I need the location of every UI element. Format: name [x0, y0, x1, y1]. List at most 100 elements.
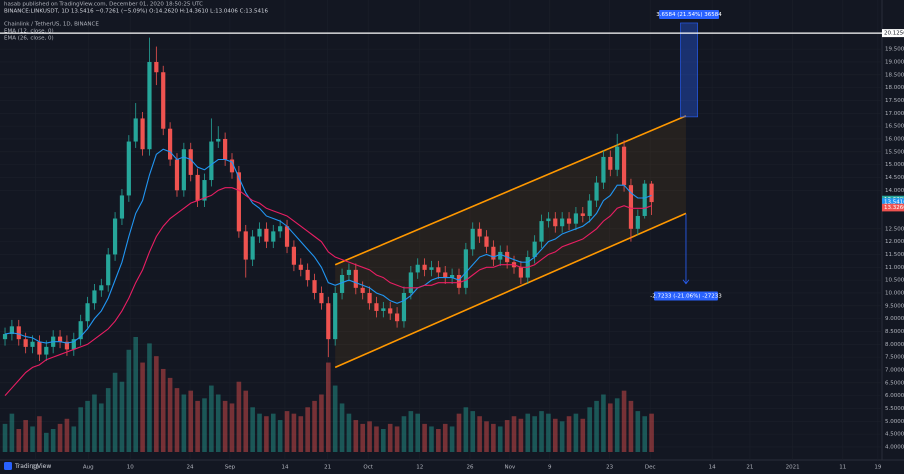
volume-bar	[229, 403, 235, 452]
y-tick-label: 8.5000	[885, 329, 904, 335]
price-label: 13.3260	[884, 205, 904, 211]
candle-body	[2, 334, 8, 340]
x-tick-label: 9	[548, 465, 552, 471]
candle-body	[477, 228, 482, 237]
candle-body	[154, 61, 159, 73]
candle-body	[628, 185, 634, 229]
candle-body	[367, 292, 372, 304]
candle-body	[85, 303, 90, 322]
y-tick-label: 17.5000	[885, 98, 904, 104]
volume-bar	[174, 388, 180, 452]
x-tick-label: Dec	[645, 465, 656, 471]
candle-body	[443, 272, 448, 278]
x-tick-label: 26	[466, 465, 473, 471]
y-tick-label: 4.0000	[885, 444, 904, 450]
candle-body	[223, 138, 228, 160]
volume-bar	[525, 413, 531, 452]
y-tick-label: 12.0000	[885, 239, 904, 245]
candle-body	[353, 269, 358, 288]
y-tick-label: 14.0000	[885, 188, 904, 194]
candle-body	[635, 215, 640, 229]
volume-bar	[408, 411, 414, 452]
candle-body	[236, 172, 241, 232]
price-label-box	[882, 198, 904, 206]
volume-bar	[353, 420, 359, 452]
volume-bar	[594, 400, 599, 452]
y-tick-label: 16.5000	[885, 124, 904, 130]
x-tick-label: Nov	[505, 465, 516, 471]
volume-bar	[209, 385, 214, 452]
measure-label-box	[659, 9, 720, 19]
x-tick-label: Sep	[225, 465, 236, 471]
candle-body	[278, 226, 283, 232]
candle-body	[456, 274, 462, 288]
volume-bar	[429, 426, 434, 452]
y-tick-label: 6.5000	[885, 380, 904, 386]
y-tick-label: 7.0000	[885, 367, 904, 373]
volume-bar	[30, 426, 35, 452]
y-tick-label: 8.0000	[885, 342, 904, 348]
candle-body	[580, 213, 585, 216]
channel-fill	[335, 115, 686, 368]
x-tick-label: 21	[324, 465, 331, 471]
price-level-box	[882, 29, 904, 38]
grid	[0, 0, 882, 460]
x-tick-label: 12	[416, 465, 423, 471]
volume-bar	[154, 356, 159, 452]
candle-body	[250, 236, 255, 260]
candle-body	[498, 251, 503, 260]
volume-bar	[456, 413, 462, 452]
volume-bar	[436, 429, 441, 452]
measure-label: 3.6584 (21.54%) 36584	[656, 12, 722, 18]
volume-bar	[559, 421, 565, 452]
channel-line	[334, 212, 687, 369]
volume-bar	[374, 426, 379, 452]
volume-bar	[367, 421, 372, 452]
volume-bar	[442, 423, 448, 452]
candle-body	[257, 228, 262, 237]
volume-bar	[325, 362, 331, 452]
candle-body	[71, 339, 76, 350]
volume-bar	[9, 413, 15, 452]
candle-body	[615, 146, 620, 170]
candle-body	[394, 313, 400, 322]
volume-bar	[601, 394, 606, 452]
y-tick-label: 14.5000	[885, 175, 904, 181]
volume-bar	[642, 416, 647, 452]
volume-bar	[587, 407, 592, 452]
volume-bar	[546, 413, 551, 452]
candle-body	[229, 159, 235, 173]
candle-body	[133, 118, 138, 142]
volume-bar	[339, 403, 345, 452]
volume-bar	[236, 381, 242, 452]
candle-body	[436, 267, 441, 273]
price-label-box	[882, 203, 904, 212]
volume-bar	[381, 429, 386, 452]
volume-bar	[133, 337, 139, 452]
candle-body	[388, 308, 393, 314]
candle-body	[518, 267, 523, 278]
candle-body	[381, 308, 386, 311]
candle-body	[608, 156, 613, 170]
volume-bar	[635, 411, 641, 452]
volume-bar	[270, 413, 276, 452]
volume-bar	[181, 394, 187, 452]
volume-bar	[422, 423, 427, 452]
candle-body	[64, 341, 70, 350]
candle-body	[326, 303, 331, 340]
volume-bar	[250, 407, 255, 452]
y-tick-label: 7.5000	[885, 355, 904, 361]
volume-bar	[360, 423, 365, 452]
volume-bar	[291, 413, 297, 452]
volume-bar	[23, 420, 28, 452]
y-tick-label: 5.0000	[885, 419, 904, 425]
candle-body	[181, 149, 186, 191]
y-tick-label: 10.5000	[885, 278, 904, 284]
candle-body	[587, 200, 592, 216]
x-tick-label: 2021	[786, 465, 800, 471]
volume-bar	[264, 416, 269, 452]
volume-bar	[243, 390, 249, 452]
volume-bar	[504, 420, 510, 452]
y-tick-label: 12.5000	[885, 226, 904, 232]
